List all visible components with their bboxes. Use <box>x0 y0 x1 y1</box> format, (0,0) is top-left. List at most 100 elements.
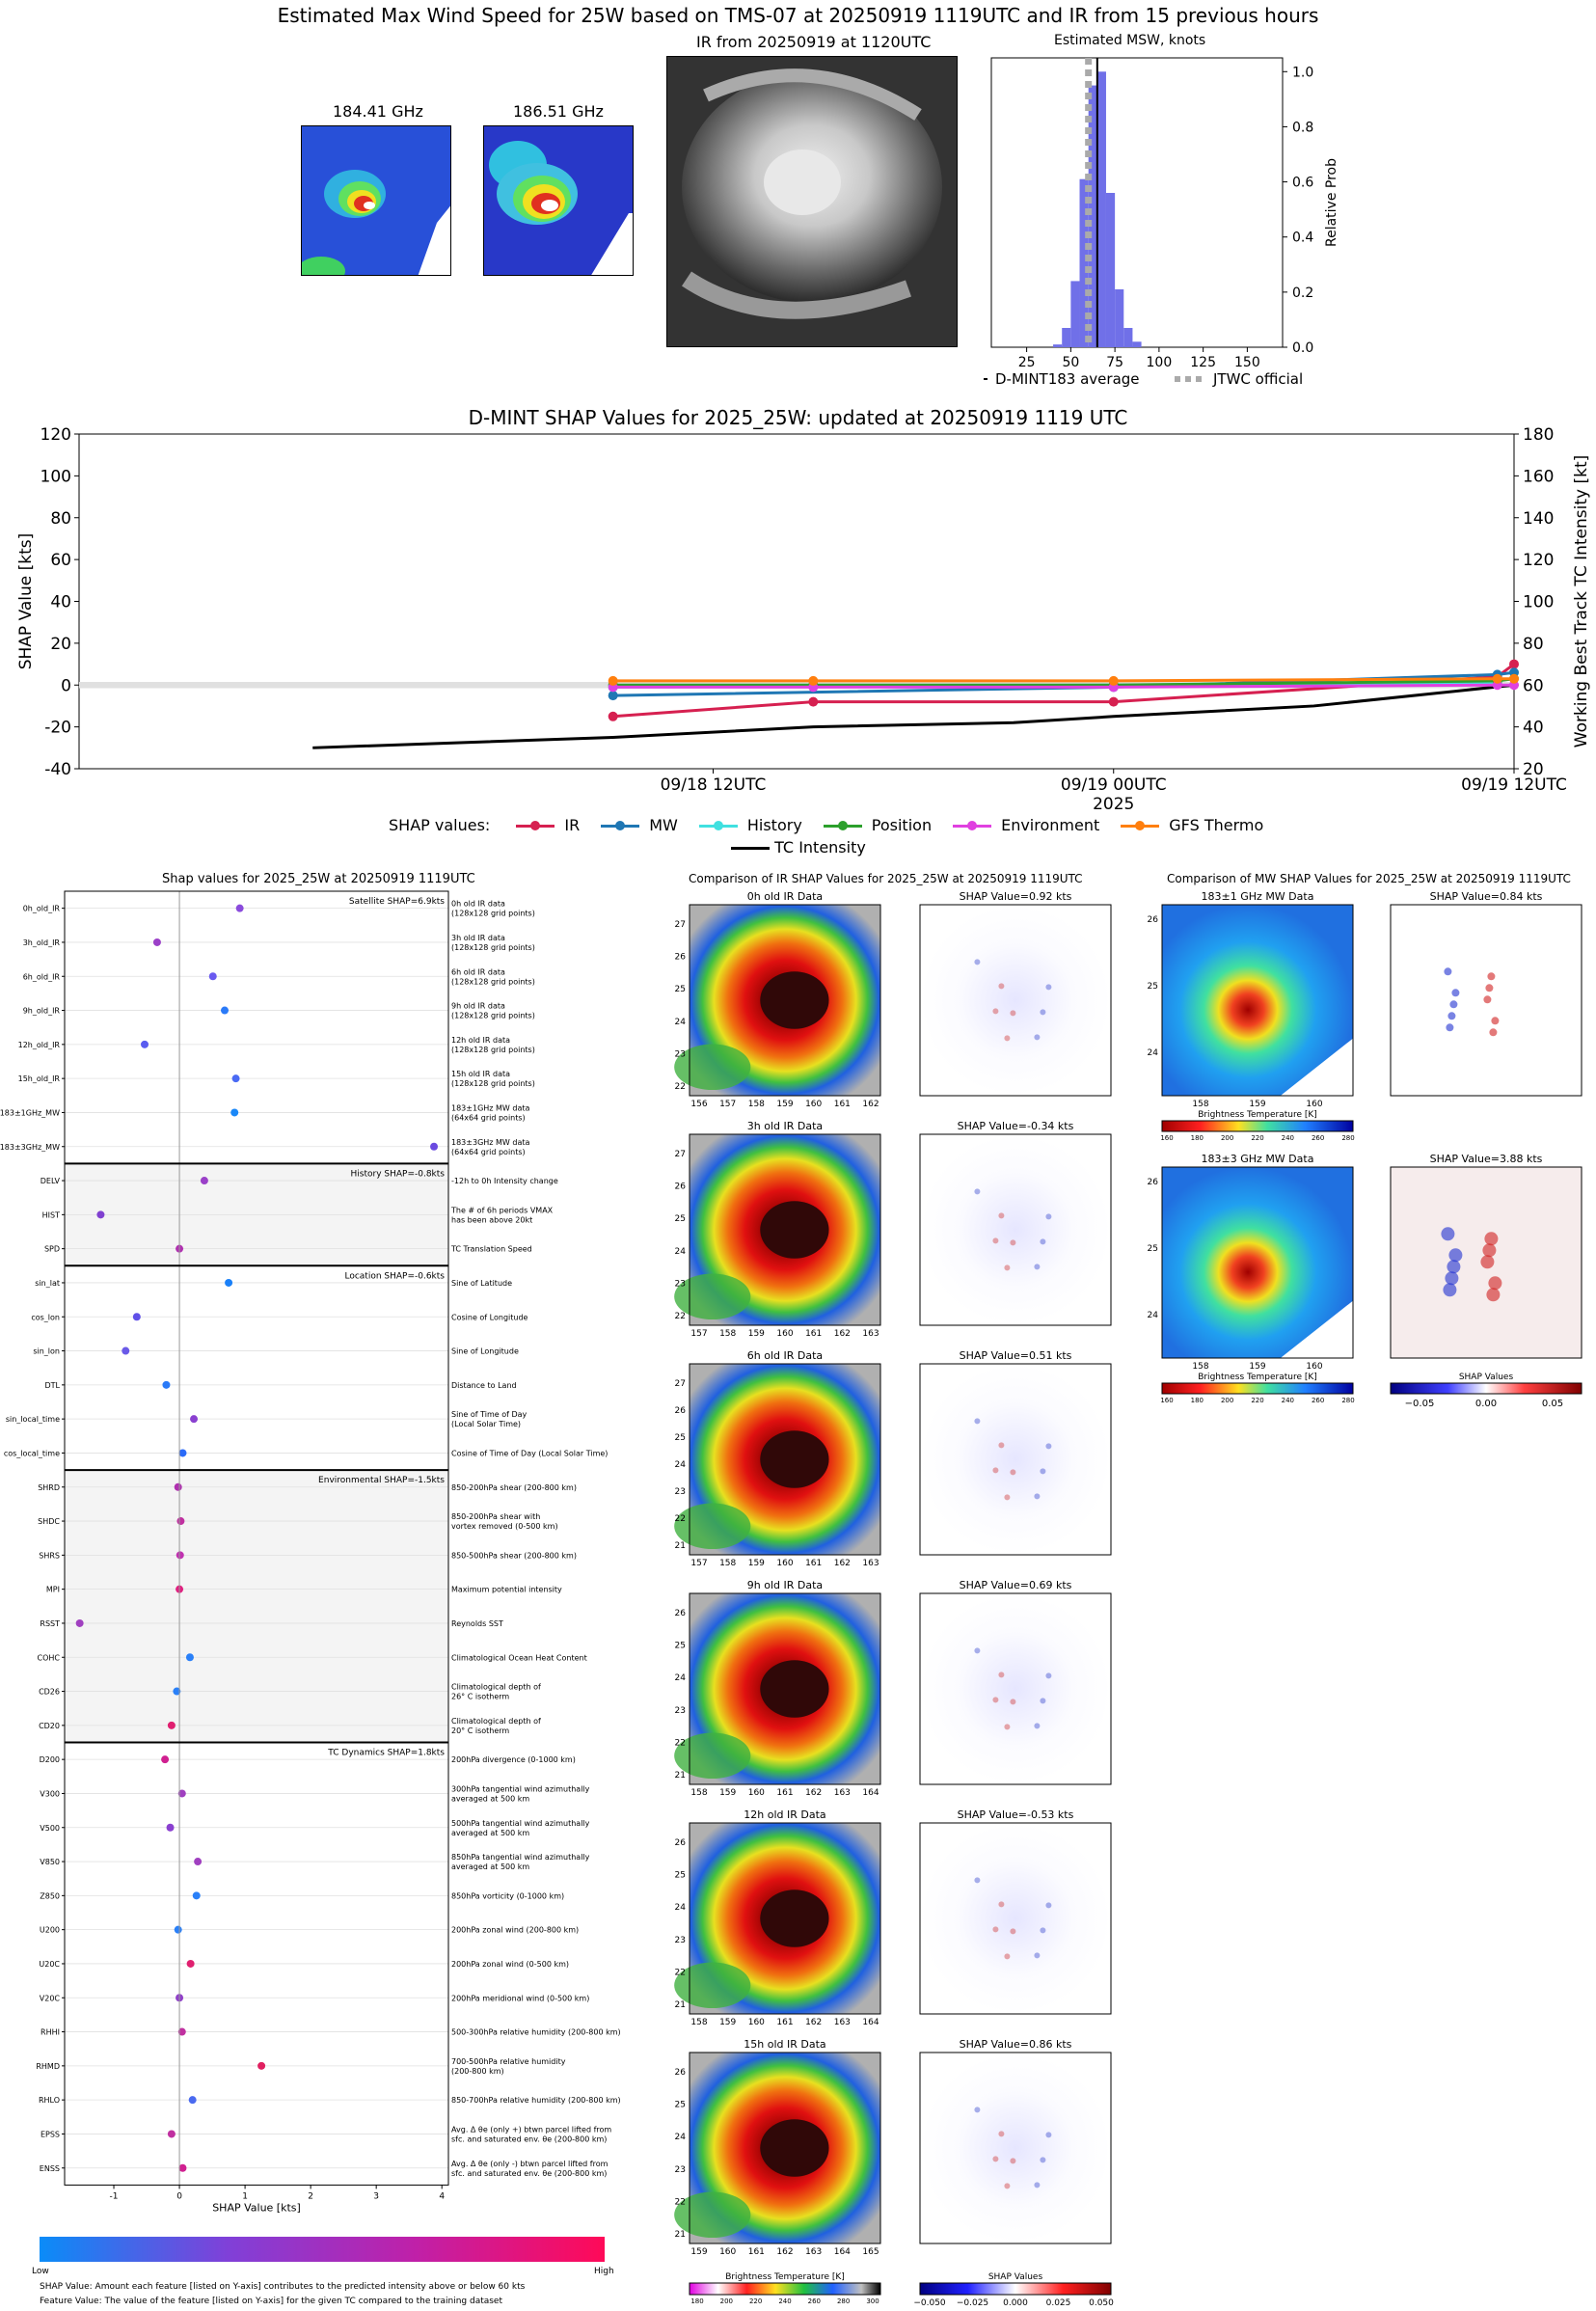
ir-xtick-label: 164 <box>862 2018 879 2027</box>
footnote-2: Feature Value: The value of the feature … <box>40 2297 503 2306</box>
ir-shap-speck <box>992 1697 999 1703</box>
feature-point <box>167 1721 176 1729</box>
series-point <box>1509 673 1519 684</box>
mw-data-frame <box>1161 904 1354 1097</box>
hist-bar <box>1053 344 1063 347</box>
mw-cbar-tick: 180 <box>1191 1397 1204 1404</box>
ir-cbar-tick: 280 <box>837 2297 850 2305</box>
ir-xtick-label: 158 <box>748 1100 765 1109</box>
feature-desc: Sine of Time of Day <box>451 1410 527 1419</box>
feature-desc: Climatological Ocean Heat Content <box>451 1653 587 1662</box>
ts-ytick-label: 80 <box>50 509 71 529</box>
ir-shap-speck <box>1034 1493 1041 1500</box>
ts-ylabel: SHAP Value [kts] <box>16 533 36 670</box>
feature-label: 183±1GHz_MW <box>0 1108 60 1117</box>
ir-data-band <box>674 1503 751 1550</box>
ir-ytick-label: 22 <box>675 1082 686 1092</box>
mw-cbar-tick: 240 <box>1282 1397 1294 1404</box>
feature-desc: 15h old IR data <box>451 1070 510 1078</box>
hist-bar <box>1115 289 1124 347</box>
group-label: TC Dynamics SHAP=1.8kts <box>327 1749 445 1758</box>
feature-label: 6h_old_IR <box>23 972 61 981</box>
ir-shap-title: SHAP Value=0.86 kts <box>960 2038 1072 2051</box>
feature-point <box>186 1959 195 1968</box>
feature-label: V500 <box>40 1824 60 1833</box>
mw-data-title: 183±3 GHz MW Data <box>1202 1153 1314 1165</box>
ir-xtick-label: 161 <box>748 2247 765 2257</box>
hist-xtick-label: 50 <box>1062 355 1079 370</box>
ir-cbar-tick: 240 <box>778 2297 791 2305</box>
series-line-gfs-thermo <box>612 677 1514 683</box>
ts-y2tick-label: 80 <box>1523 635 1544 654</box>
ir-data-band <box>674 1273 751 1320</box>
hist-ytick-label: 0.6 <box>1292 176 1313 191</box>
ts-y2tick-label: 120 <box>1523 551 1554 570</box>
feature-label: V20C <box>40 1994 61 2002</box>
ir-shap-speck <box>1045 1443 1052 1450</box>
legend-tc: TC Intensity <box>731 838 866 856</box>
feature-desc: 0h old IR data <box>451 900 505 909</box>
ir-shap-speck <box>998 983 1005 990</box>
ir-shap-image <box>919 904 1112 1097</box>
hist-bar <box>1062 328 1071 347</box>
hist-ytick-label: 0.8 <box>1292 120 1313 135</box>
hist-bar <box>1105 193 1116 347</box>
ir-ytick-label: 24 <box>675 1460 687 1470</box>
ts-y2tick-label: 160 <box>1523 467 1554 486</box>
feature-desc: Avg. Δ θe (only -) btwn parcel lifted fr… <box>451 2160 609 2168</box>
feature-desc: Maximum potential intensity <box>451 1586 562 1594</box>
ir-cbar-tick: 180 <box>690 2297 703 2305</box>
mw-shap-speck <box>1451 989 1460 997</box>
ir-xtick-label: 161 <box>776 2018 793 2027</box>
feature-desc: 200hPa zonal wind (0-500 km) <box>451 1960 569 1969</box>
ir-data-band <box>674 2191 751 2239</box>
ir-data-frame <box>689 1363 881 1556</box>
feature-label: EPSS <box>41 2130 60 2138</box>
mw-data-blank <box>1280 1038 1353 1096</box>
feature-point <box>190 1415 199 1424</box>
group-shade <box>65 1470 448 1743</box>
feature-point <box>257 2061 266 2070</box>
feature-point <box>192 1891 201 1900</box>
ir-ytick-label: 23 <box>675 1936 686 1945</box>
ir-ytick-label: 22 <box>675 1968 686 1977</box>
feature-desc: The # of 6h periods VMAX <box>450 1206 554 1214</box>
feature-desc: sfc. and saturated env. θe (200-800 km) <box>451 2134 607 2143</box>
tc-intensity-line <box>312 683 1515 749</box>
feature-point <box>178 2163 187 2172</box>
legend-dmint-label: D-MINT183 average <box>995 370 1140 388</box>
feature-label: 183±3GHz_MW <box>0 1143 60 1152</box>
feature-desc: (128x128 grid points) <box>451 1012 535 1020</box>
feature-desc: 850-200hPa shear (200-800 km) <box>451 1483 577 1492</box>
mw-shap-speck <box>1482 1243 1497 1258</box>
mw-shap-speck <box>1488 1276 1502 1291</box>
feature-desc: 700-500hPa relative humidity <box>451 2057 566 2066</box>
ir-ytick-label: 25 <box>675 1433 686 1443</box>
mw-cbar-label: Brightness Temperature [K] <box>1198 1110 1317 1120</box>
ir-shap-speck <box>1004 1724 1011 1730</box>
ir-ytick-label: 27 <box>675 920 686 930</box>
feature-point <box>230 1108 239 1117</box>
ir-xtick-label: 158 <box>690 1788 707 1798</box>
ts-y2tick-label: 180 <box>1523 425 1554 445</box>
ir-xtick-label: 162 <box>776 2247 793 2257</box>
ir-shap-speck <box>1034 1034 1041 1041</box>
feature-point <box>161 1755 170 1764</box>
feature-point <box>185 1653 194 1662</box>
ir-data-frame <box>689 1822 881 2015</box>
ir-data-eye <box>760 1430 829 1488</box>
ts-xtick-label: 09/19 12UTC <box>1461 775 1567 795</box>
legend-item: MW <box>601 816 678 834</box>
ir-cbar-tick: 300 <box>866 2297 879 2305</box>
legend-swatch <box>601 821 640 830</box>
ir-shap-speck <box>992 1237 999 1244</box>
mw-data-title: 183±1 GHz MW Data <box>1202 890 1314 903</box>
mw-shap-speck <box>1444 967 1452 976</box>
footnote-1: SHAP Value: Amount each feature [listed … <box>40 2282 526 2292</box>
ir-ytick-label: 26 <box>675 2068 687 2078</box>
ir-shap-image <box>919 1363 1112 1556</box>
feature-label: V300 <box>40 1789 60 1798</box>
mw-shap-speck <box>1448 1248 1463 1263</box>
ir-xtick-label: 163 <box>862 1329 879 1339</box>
feature-desc: (64x64 grid points) <box>451 1148 526 1156</box>
